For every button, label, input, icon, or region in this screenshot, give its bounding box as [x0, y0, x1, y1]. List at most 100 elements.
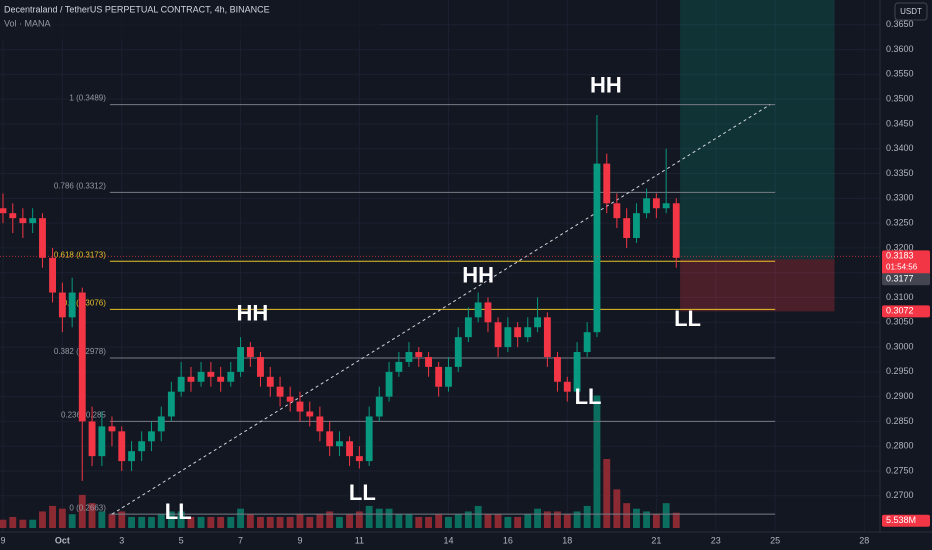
volume-bar: [464, 511, 472, 528]
candle-body: [108, 426, 116, 432]
candle-body: [346, 441, 353, 457]
volume-bar: [128, 516, 135, 528]
candle-body: [39, 218, 46, 258]
volume-bar: [266, 516, 274, 528]
candle-body: [316, 416, 324, 432]
candle-body: [474, 302, 482, 318]
volume-bar: [543, 511, 551, 528]
currency[interactable]: USDT: [900, 7, 922, 16]
y-tick-label: 0.2700: [886, 490, 914, 500]
fib-label: 0.786 (0.3312): [54, 181, 106, 190]
candle-body: [454, 337, 462, 367]
annotation: HH: [237, 301, 269, 326]
x-tick-label: 9: [297, 535, 302, 545]
volume-bar: [197, 516, 205, 528]
candle-body: [197, 371, 205, 382]
x-tick-label: 14: [443, 535, 453, 545]
volume-bar: [19, 519, 27, 528]
volume-bar: [157, 514, 165, 528]
candle-body: [128, 451, 135, 462]
volume-bar: [88, 503, 96, 528]
candle-body: [157, 416, 165, 432]
volume-bar: [246, 514, 254, 528]
volume-bar: [326, 511, 334, 528]
candle-body: [385, 371, 393, 397]
candle-body: [167, 391, 175, 417]
y-tick-label: 0.3000: [886, 341, 914, 351]
annotation: HH: [590, 73, 622, 98]
volume-bar: [227, 516, 235, 528]
last-price-label: 0.3183: [886, 251, 914, 261]
candle-body: [68, 292, 76, 318]
y-tick-label: 0.2900: [886, 391, 914, 401]
volume-bar: [385, 508, 393, 528]
y-tick-label: 0.2850: [886, 416, 914, 426]
candle-body: [286, 396, 294, 402]
candle-body: [484, 302, 492, 323]
volume-bar: [365, 505, 373, 528]
volume-bar: [306, 516, 314, 528]
candle-body: [177, 376, 185, 392]
volume-bar: [593, 395, 601, 528]
candle-body: [227, 371, 235, 382]
y-tick-label: 0.3650: [886, 19, 914, 29]
volume-bar: [672, 512, 680, 528]
candle-body: [613, 203, 621, 219]
annotation: LL: [165, 499, 192, 524]
volume-bar: [425, 516, 432, 528]
volume-bar: [375, 508, 383, 528]
y-tick-label: 0.3600: [886, 44, 914, 54]
candle-body: [464, 317, 472, 338]
volume-bar: [662, 503, 670, 528]
x-tick-label: 28: [859, 535, 869, 545]
candle-body: [643, 198, 650, 214]
y-tick-label: 0.3350: [886, 168, 914, 178]
entry-label-bg: [882, 273, 930, 286]
volume-bar: [524, 514, 532, 528]
y-tick-label: 0.2750: [886, 465, 914, 475]
annotation: LL: [349, 480, 376, 505]
candle-body: [504, 327, 512, 348]
stop-label-bg: [882, 305, 930, 318]
x-tick-label: 11: [355, 535, 364, 545]
stop-zone: [680, 259, 835, 312]
volume-bar: [613, 489, 621, 528]
subtitle: Vol · MANA: [4, 18, 51, 28]
volume-bar: [633, 508, 640, 528]
volume-bar: [405, 514, 413, 528]
candle-body: [375, 396, 383, 417]
volume-bar: [573, 511, 581, 528]
volume-bar: [108, 514, 116, 528]
candle-body: [187, 376, 195, 382]
volume-bar: [29, 519, 37, 528]
volume-bar: [207, 516, 215, 528]
y-tick-label: 0.3550: [886, 69, 914, 79]
volume-bar: [652, 514, 660, 528]
x-tick-label: 16: [503, 535, 513, 545]
volume-bar: [78, 494, 86, 528]
candle-body: [0, 208, 7, 214]
candle-body: [19, 218, 27, 224]
volume-bar: [435, 514, 443, 528]
candle-body: [514, 327, 522, 338]
volume-bar: [583, 505, 591, 528]
volume-bar: [603, 459, 611, 528]
header-bg: [0, 0, 380, 40]
candle-body: [593, 163, 601, 333]
volume-bar: [118, 511, 126, 528]
candle-body: [148, 431, 155, 442]
annotation: LL: [575, 384, 602, 409]
volume-bar: [296, 514, 304, 528]
candle-body: [207, 371, 215, 377]
entry-label: 0.3177: [886, 274, 914, 284]
countdown: 01:54:56: [886, 262, 918, 271]
volume-bar: [276, 516, 284, 528]
candle-body: [88, 421, 96, 457]
candle-body: [58, 292, 66, 318]
fib-label: 0 (0.2663): [69, 503, 106, 512]
currency-box[interactable]: [894, 2, 928, 21]
candle-body: [524, 327, 532, 338]
